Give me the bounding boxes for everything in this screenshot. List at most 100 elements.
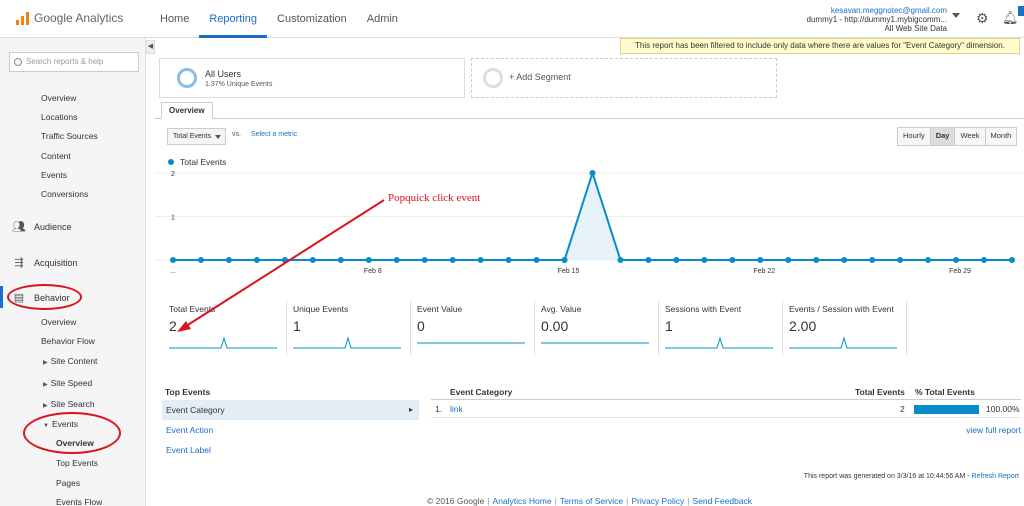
data-point xyxy=(953,257,960,263)
sidebar-item-content[interactable]: Content xyxy=(41,151,71,161)
sidebar-item-top-events[interactable]: Top Events xyxy=(56,458,99,468)
top-events-event-label[interactable]: Event Label xyxy=(166,445,211,455)
data-point xyxy=(197,257,204,263)
col-total-events[interactable]: Total Events xyxy=(855,387,905,397)
chart-area xyxy=(173,173,1012,260)
data-point xyxy=(170,257,176,263)
data-point xyxy=(337,257,344,263)
scorecard-value: 0 xyxy=(417,318,425,334)
collapse-sidebar-button[interactable]: ◀ xyxy=(146,40,155,54)
search-icon xyxy=(14,58,22,66)
sidebar-item-events-group[interactable]: ▼ Events xyxy=(43,419,78,429)
sidebar-item-pages[interactable]: Pages xyxy=(56,478,81,488)
data-point xyxy=(869,257,876,263)
google-analytics-logo[interactable]: Google Analytics xyxy=(16,11,123,25)
nav-customization[interactable]: Customization xyxy=(277,13,347,25)
row-category-link[interactable]: link xyxy=(450,404,463,414)
gear-icon[interactable]: ⚙ xyxy=(976,10,989,26)
x-tick-label: ... xyxy=(170,268,176,275)
select-metric-link[interactable]: Select a metric xyxy=(251,131,298,138)
sidebar-item-behavior-overview[interactable]: Overview xyxy=(41,317,77,327)
data-point xyxy=(813,257,820,263)
nav-admin[interactable]: Admin xyxy=(366,13,398,25)
sidebar-item-events-overview[interactable]: Overview xyxy=(56,438,94,448)
sidebar-item-events[interactable]: Events xyxy=(41,170,67,180)
caret-right-icon: ▶ xyxy=(43,382,48,388)
data-point xyxy=(729,257,736,263)
scorecard[interactable]: Avg. Value 0.00 xyxy=(535,301,659,355)
chevron-down-icon xyxy=(215,135,222,139)
legend-label: Total Events xyxy=(180,157,227,167)
legend-dot-icon xyxy=(168,159,174,165)
data-point xyxy=(841,257,848,263)
site-speed-label: Site Speed xyxy=(50,378,93,388)
sidebar-item-acquisition[interactable]: ⇶ Acquisition xyxy=(12,257,77,269)
scorecard[interactable]: Sessions with Event 1 xyxy=(659,301,783,355)
scorecard[interactable]: Events / Session with Event 2.00 xyxy=(783,301,907,355)
scorecard[interactable]: Unique Events 1 xyxy=(287,301,411,355)
analytics-logo-icon xyxy=(16,11,29,25)
sidebar-item-site-speed[interactable]: ▶ Site Speed xyxy=(43,378,92,388)
sidebar-item-site-content[interactable]: ▶ Site Content xyxy=(43,356,97,366)
nav-home[interactable]: Home xyxy=(160,13,190,25)
data-point xyxy=(533,257,540,263)
top-events-header: Top Events xyxy=(165,387,211,397)
caret-right-icon: ▶ xyxy=(43,360,48,366)
search-input[interactable]: Search reports & help xyxy=(9,52,139,72)
sidebar-item-overview[interactable]: Overview xyxy=(41,93,77,103)
view-full-report-link[interactable]: view full report xyxy=(966,425,1021,435)
footer-analytics-home[interactable]: Analytics Home xyxy=(492,496,552,506)
acquisition-icon: ⇶ xyxy=(14,257,24,269)
top-events-event-action[interactable]: Event Action xyxy=(166,425,214,435)
line-chart[interactable]: 2 1... Feb 8 Feb 15 Feb 22 Feb 29 xyxy=(155,168,1024,278)
caret-down-icon: ▼ xyxy=(43,423,49,429)
refresh-report-link[interactable]: Refresh Report xyxy=(971,473,1019,480)
account-selector[interactable]: kesavan.meggnotec@gmail.com dummy1 - htt… xyxy=(807,6,947,33)
data-point xyxy=(925,257,932,263)
scorecard[interactable]: Total Events 2 xyxy=(163,301,287,355)
chevron-down-icon[interactable] xyxy=(952,13,960,18)
sidebar-item-behavior[interactable]: ▤ Behavior xyxy=(12,292,70,304)
footer-privacy[interactable]: Privacy Policy xyxy=(631,496,685,506)
sidebar-item-behavior-flow[interactable]: Behavior Flow xyxy=(41,336,95,346)
add-segment-button[interactable]: + Add Segment xyxy=(471,58,777,98)
period-day[interactable]: Day xyxy=(930,128,956,145)
segment-all-users[interactable]: All Users 1.37% Unique Events xyxy=(159,58,465,98)
period-week[interactable]: Week xyxy=(955,128,986,145)
notification-badge xyxy=(1018,6,1024,16)
y-tick-label: 1 xyxy=(171,215,175,222)
sparkline xyxy=(169,336,277,349)
scorecard[interactable]: Event Value 0 xyxy=(411,301,535,355)
table-header: Event Category Total Events % Total Even… xyxy=(431,387,1021,400)
period-selector: Hourly Day Week Month xyxy=(897,127,1018,146)
events-group-label: Events xyxy=(51,419,78,429)
period-month[interactable]: Month xyxy=(985,128,1017,145)
sidebar-item-locations[interactable]: Locations xyxy=(41,112,78,122)
period-hourly[interactable]: Hourly xyxy=(898,128,931,145)
top-events-list: Event Category Event Action Event Label xyxy=(162,400,419,460)
bell-icon[interactable]: 🔔︎ xyxy=(1002,10,1019,25)
sidebar: Search reports & help Overview Locations… xyxy=(0,38,146,506)
sidebar-item-audience[interactable]: 👥︎ Audience xyxy=(12,221,72,233)
sidebar-item-site-search[interactable]: ▶ Site Search xyxy=(43,399,95,409)
data-point xyxy=(673,257,680,263)
sidebar-item-conversions[interactable]: Conversions xyxy=(41,189,89,199)
sparkline xyxy=(293,336,401,349)
x-tick-label: Feb 8 xyxy=(364,268,382,275)
events-table: Event Category Total Events % Total Even… xyxy=(431,387,1021,418)
data-point xyxy=(309,257,316,263)
footer-send-feedback[interactable]: Send Feedback xyxy=(692,496,752,506)
footer-terms[interactable]: Terms of Service xyxy=(559,496,624,506)
metric-dropdown[interactable]: Total Events xyxy=(167,128,227,145)
sidebar-item-events-flow[interactable]: Events Flow xyxy=(56,497,103,506)
sidebar-item-traffic-sources[interactable]: Traffic Sources xyxy=(41,131,98,141)
caret-right-icon: ▶ xyxy=(43,403,48,409)
site-content-label: Site Content xyxy=(50,356,98,366)
generated-text: This report was generated on 3/3/16 at 1… xyxy=(803,473,970,480)
col-event-category[interactable]: Event Category xyxy=(450,387,513,397)
top-events-event-category[interactable]: Event Category xyxy=(162,400,419,420)
col-pct-total-events[interactable]: % Total Events xyxy=(915,387,975,397)
data-point xyxy=(477,257,484,263)
nav-reporting[interactable]: Reporting xyxy=(199,0,268,38)
tab-overview[interactable]: Overview xyxy=(161,102,213,119)
